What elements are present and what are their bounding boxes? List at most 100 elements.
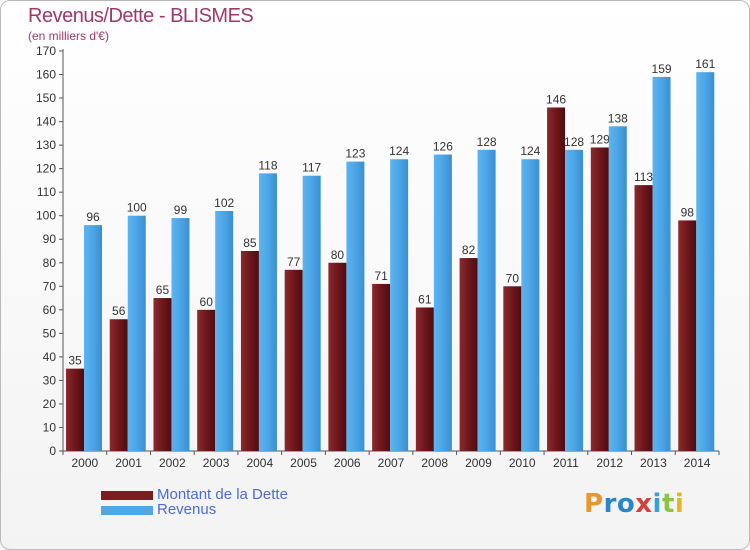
chart-title: Revenus/Dette - BLISMES [28, 5, 254, 27]
bar-revenus [84, 225, 102, 451]
bar-dette [284, 269, 303, 451]
x-tick-label: 2004 [246, 456, 273, 470]
y-tick-label: 160 [36, 68, 56, 82]
bar-dette [547, 107, 566, 452]
x-tick-label: 2006 [334, 456, 361, 470]
data-label: 128 [477, 135, 497, 149]
data-label: 129 [590, 132, 610, 146]
data-label: 159 [652, 62, 672, 76]
x-tick-label: 2005 [290, 456, 317, 470]
bar-dette [328, 262, 347, 451]
bar-dette [197, 309, 216, 451]
proxiti-logo: Proxiti [584, 489, 685, 519]
y-tick-label: 140 [36, 115, 56, 129]
data-label: 60 [200, 295, 214, 309]
y-tick-label: 30 [43, 373, 57, 387]
x-tick-label: 2010 [509, 456, 536, 470]
y-tick-label: 40 [43, 350, 57, 364]
x-tick-label: 2007 [378, 456, 405, 470]
x-tick-label: 2013 [640, 456, 667, 470]
data-label: 71 [374, 269, 388, 283]
bar-revenus [652, 76, 671, 451]
data-label: 77 [287, 255, 301, 269]
data-label: 98 [681, 205, 695, 219]
data-label: 128 [564, 135, 584, 149]
bar-dette [590, 147, 609, 451]
x-tick-label: 2000 [72, 456, 99, 470]
bar-revenus [302, 175, 321, 452]
bar-dette [459, 258, 478, 451]
y-tick-label: 0 [49, 444, 56, 458]
data-label: 124 [520, 144, 540, 158]
data-label: 61 [418, 292, 432, 306]
data-label: 85 [243, 236, 257, 250]
bar-revenus [127, 215, 146, 451]
y-tick-label: 20 [43, 397, 57, 411]
y-tick-label: 130 [36, 138, 56, 152]
x-tick-label: 2012 [596, 456, 623, 470]
data-label: 99 [174, 203, 188, 217]
bar-revenus [477, 149, 496, 451]
data-label: 102 [214, 196, 234, 210]
bar-revenus [433, 154, 452, 451]
bar-revenus [608, 126, 627, 451]
chart-subtitle: (en milliers d'€) [28, 29, 109, 43]
x-tick-label: 2009 [465, 456, 492, 470]
y-tick-label: 70 [43, 279, 57, 293]
y-tick-label: 80 [43, 256, 57, 270]
data-label: 118 [258, 158, 277, 172]
bar-dette [634, 185, 653, 451]
bar-dette [153, 298, 172, 451]
y-tick-label: 150 [36, 91, 56, 105]
x-tick-label: 2001 [115, 456, 142, 470]
y-tick-label: 110 [37, 185, 56, 199]
y-tick-label: 10 [43, 420, 57, 434]
bar-dette [678, 220, 697, 451]
bar-revenus [171, 218, 190, 451]
bar-revenus [258, 173, 277, 451]
legend-label-revenus: Revenus [157, 501, 217, 518]
bar-dette [415, 307, 434, 451]
data-label: 124 [389, 144, 409, 158]
y-tick-label: 90 [43, 232, 57, 246]
y-tick-label: 100 [36, 209, 56, 223]
legend-swatch-dette [101, 491, 153, 500]
data-label: 35 [68, 354, 82, 368]
bar-revenus [696, 72, 715, 452]
data-label: 96 [86, 210, 100, 224]
y-tick-label: 170 [36, 44, 56, 58]
data-label: 123 [345, 147, 365, 161]
data-label: 82 [462, 243, 476, 257]
x-tick-label: 2003 [203, 456, 230, 470]
data-label: 117 [302, 161, 321, 175]
data-label: 56 [112, 304, 126, 318]
y-tick-label: 60 [43, 303, 57, 317]
bar-revenus [346, 161, 365, 451]
x-tick-label: 2008 [421, 456, 448, 470]
legend-swatch-revenus [101, 506, 153, 515]
bar-revenus [390, 159, 409, 451]
y-tick-label: 50 [43, 326, 57, 340]
bar-dette [66, 368, 84, 451]
data-label: 113 [634, 170, 653, 184]
data-label: 70 [506, 271, 520, 285]
bar-revenus [521, 159, 540, 451]
data-label: 80 [331, 248, 345, 262]
y-tick-label: 120 [36, 162, 56, 176]
bar-dette [503, 286, 522, 451]
bar-dette [372, 283, 391, 451]
data-label: 161 [695, 57, 715, 71]
x-tick-label: 2002 [159, 456, 186, 470]
x-tick-label: 2014 [684, 456, 711, 470]
data-label: 146 [546, 92, 566, 106]
bar-dette [240, 251, 259, 451]
data-label: 126 [433, 140, 453, 154]
data-label: 65 [156, 283, 170, 297]
bar-revenus [215, 211, 234, 451]
x-tick-label: 2011 [553, 456, 579, 470]
data-label: 100 [127, 201, 147, 215]
bar-revenus [565, 149, 584, 451]
legend-label-dette: Montant de la Dette [157, 486, 288, 503]
